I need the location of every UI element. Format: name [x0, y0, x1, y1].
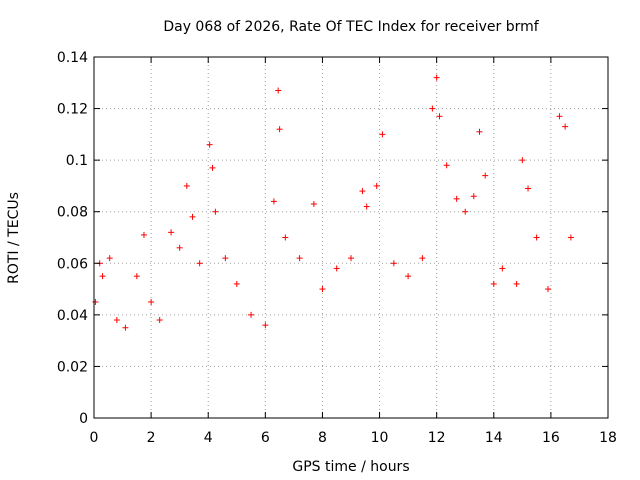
data-point [156, 317, 163, 324]
data-point [405, 273, 412, 280]
y-tick-label: 0.02 [57, 359, 88, 375]
data-point [567, 234, 574, 241]
data-point [209, 164, 216, 171]
data-point [419, 255, 426, 262]
data-point [212, 208, 219, 215]
y-axis-label: ROTI / TECUs [6, 192, 22, 284]
x-tick-label: 12 [428, 430, 446, 446]
x-tick-label: 16 [542, 430, 560, 446]
y-tick-label: 0.06 [57, 256, 88, 272]
data-point [222, 255, 229, 262]
plot-frame [93, 56, 609, 419]
data-point [525, 185, 532, 192]
data-point [433, 74, 440, 81]
data-point [296, 255, 303, 262]
chart-title: Day 068 of 2026, Rate Of TEC Index for r… [163, 19, 539, 35]
data-point [282, 234, 289, 241]
data-point [363, 203, 370, 210]
data-point [462, 208, 469, 215]
data-point [513, 280, 520, 287]
data-point [533, 234, 540, 241]
data-point [470, 193, 477, 200]
data-point [453, 195, 460, 202]
data-point [436, 113, 443, 120]
y-tick-label: 0.1 [66, 153, 88, 169]
data-point [545, 286, 552, 293]
data-point [390, 260, 397, 267]
y-tick-label: 0.04 [57, 308, 88, 324]
data-point [176, 244, 183, 251]
data-point [348, 255, 354, 262]
data-point [140, 231, 147, 238]
x-tick-label: 4 [204, 430, 213, 446]
data-point [113, 317, 120, 324]
data-point [196, 260, 203, 267]
x-tick-label: 2 [147, 430, 156, 446]
data-point [476, 128, 483, 135]
data-point [359, 188, 366, 195]
data-point [106, 255, 113, 262]
data-point [556, 113, 563, 120]
data-point [275, 87, 282, 94]
data-point [148, 298, 155, 305]
data-point [183, 182, 190, 189]
data-point [262, 322, 269, 329]
y-tick-label: 0 [79, 411, 88, 427]
data-point [562, 123, 569, 130]
data-point [482, 172, 489, 179]
x-tick-label: 8 [318, 430, 327, 446]
y-tick-label: 0.08 [57, 205, 88, 221]
data-point [248, 311, 255, 318]
data-point [92, 298, 99, 305]
y-tick-label: 0.14 [57, 50, 88, 66]
grid-layer [94, 57, 608, 418]
x-tick-label: 0 [90, 430, 99, 446]
data-point [189, 213, 196, 220]
data-point [276, 126, 283, 133]
y-tick-label: 0.12 [57, 102, 88, 118]
data-point [429, 105, 436, 112]
x-axis-label: GPS time / hours [292, 459, 409, 475]
data-point [373, 182, 380, 189]
x-tick-label: 6 [261, 430, 270, 446]
x-tick-label: 10 [371, 430, 389, 446]
data-point [333, 265, 340, 272]
data-point [99, 273, 106, 280]
data-point [519, 157, 526, 164]
data-point [168, 229, 175, 236]
data-point [206, 141, 213, 148]
data-point [270, 198, 277, 205]
data-point [233, 280, 240, 287]
data-point [122, 324, 129, 331]
data-point [310, 200, 317, 207]
scatter-points [92, 74, 574, 331]
axis-ticks: 0 2 4 6 8 10 12 14 16 18 0 0.02 0.04 0.06 0.08 0.1 0.12 0… [57, 50, 617, 446]
data-point [499, 265, 506, 272]
x-tick-label: 14 [485, 430, 503, 446]
data-point [443, 162, 450, 169]
data-point [490, 280, 497, 287]
data-point [133, 273, 140, 280]
data-point [379, 131, 386, 138]
data-point [319, 286, 326, 293]
x-tick-label: 18 [599, 430, 617, 446]
